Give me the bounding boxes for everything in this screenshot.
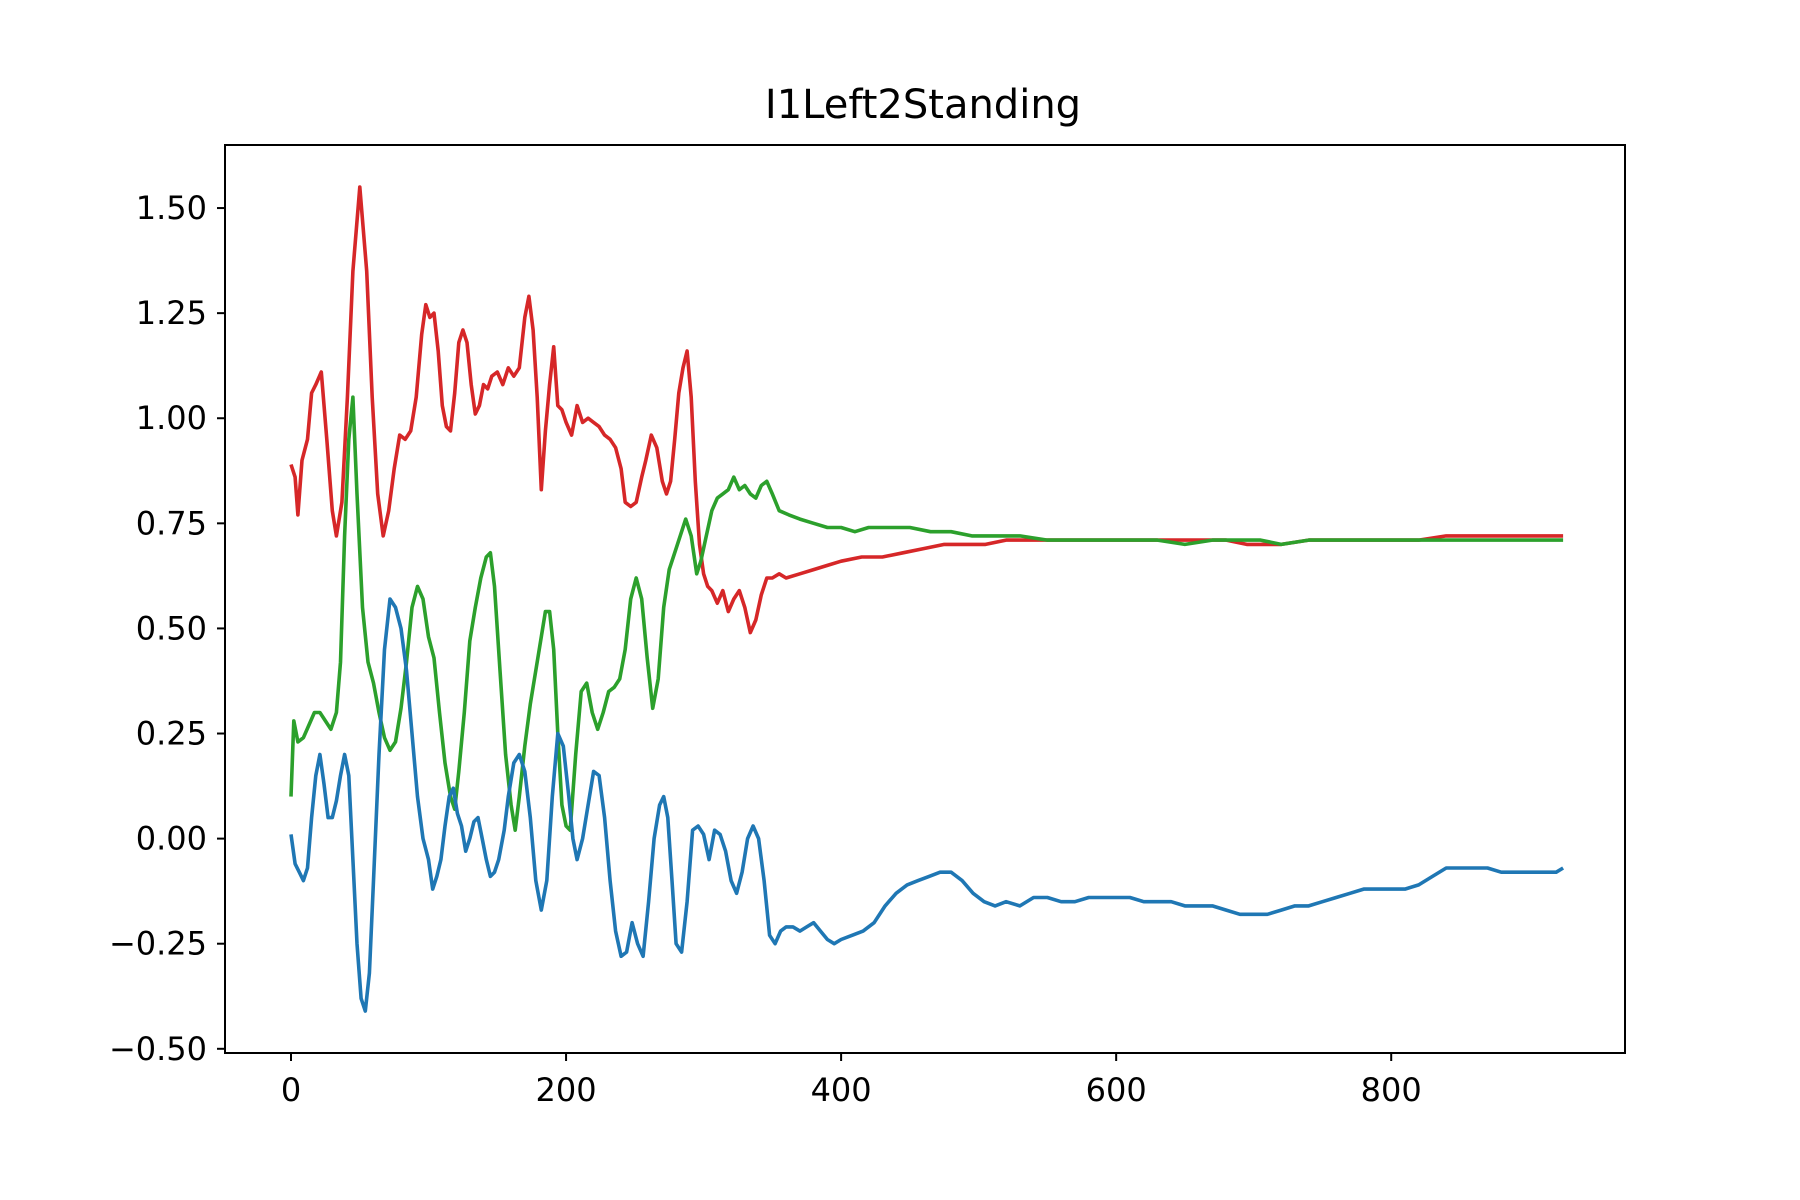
y-tick-label: 1.25 bbox=[136, 294, 207, 332]
y-tick-label: −0.50 bbox=[109, 1030, 207, 1068]
x-tick-label: 800 bbox=[1361, 1071, 1422, 1109]
y-tick-label: 0.50 bbox=[136, 609, 207, 647]
y-tick-label: 1.50 bbox=[136, 189, 207, 227]
series-line-1 bbox=[289, 185, 1564, 635]
x-tick-label: 200 bbox=[536, 1071, 597, 1109]
x-axis-ticks: 0 200 400 600 800 bbox=[281, 1053, 1422, 1109]
x-tick-label: 600 bbox=[1086, 1071, 1147, 1109]
y-tick-label: 0.75 bbox=[136, 504, 207, 542]
chart-title: I1Left2Standing bbox=[765, 82, 1081, 128]
series-layer bbox=[289, 185, 1565, 1013]
x-tick-label: 0 bbox=[281, 1071, 301, 1109]
series-line-2 bbox=[289, 395, 1564, 832]
series-line-3 bbox=[289, 597, 1565, 1013]
y-axis-ticks: −0.50 −0.25 0.00 0.25 0.50 0.75 1.00 1.25 1.50 bbox=[109, 189, 225, 1068]
plot-frame bbox=[224, 144, 1626, 1054]
y-tick-label: −0.25 bbox=[109, 925, 207, 963]
y-tick-label: 1.00 bbox=[136, 399, 207, 437]
y-tick-label: 0.00 bbox=[136, 820, 207, 858]
x-tick-label: 400 bbox=[811, 1071, 872, 1109]
y-tick-label: 0.25 bbox=[136, 715, 207, 753]
